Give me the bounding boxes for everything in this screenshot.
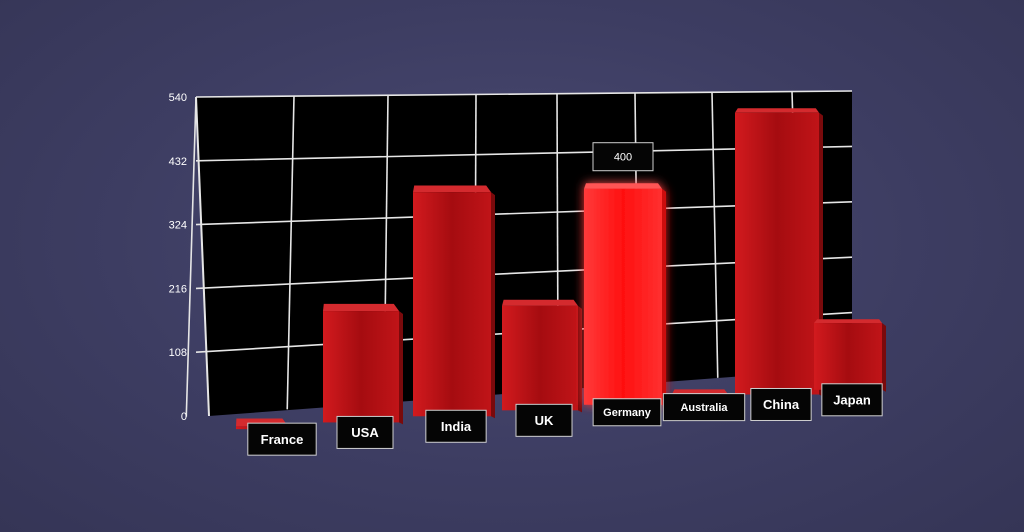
bar-side-face [578,305,582,413]
bar-usa [323,303,403,425]
bar-germany [584,183,666,407]
category-label-text: Japan [833,392,871,407]
bar-side-face [399,311,403,425]
grid-line-h [195,90,853,98]
category-label-usa: USA [336,415,394,449]
bar-front-face [502,305,578,411]
bar-side-face [491,192,495,419]
category-label-japan: Japan [821,383,883,417]
bar-uk [502,299,582,413]
bar-top-face [735,108,819,113]
bar-top-face [672,389,728,395]
y-tick-label: 0 [181,411,187,423]
bars [236,108,886,432]
category-label-france: France [247,422,317,456]
bar-top-face [814,319,882,324]
category-label-text: Australia [680,402,728,414]
category-label-australia: Australia [662,393,746,422]
bar-top-face [584,183,662,189]
category-label-box [662,393,746,422]
category-label-text: France [261,432,304,447]
bar-side-face [882,323,886,392]
data-label-box [592,142,654,172]
category-labels: France USA India UK Germany Australia China Jap… [247,383,883,456]
category-label-box [750,387,812,421]
bar-front-face [413,192,491,417]
grid-line-v [711,92,719,378]
y-axis-ticks: 0 108 216 324 432 540 [169,92,187,423]
data-label-text: 400 [614,152,632,164]
bar-top-face [502,299,578,306]
y-tick-label: 108 [169,347,187,359]
category-label-text: UK [535,413,554,428]
bar-front-face [735,112,819,395]
bar-front-face [584,188,662,405]
y-tick-label: 432 [169,156,187,168]
y-axis-line [195,96,210,417]
grid-line-v [185,96,197,417]
bar-top-face [323,303,399,312]
category-label-text: China [763,397,800,412]
y-tick-label: 216 [169,283,187,295]
category-label-box [821,383,883,417]
bar-side-face [662,188,666,407]
category-label-uk: UK [515,403,573,437]
data-label-germany: 400 [592,142,654,172]
bar-front-face [814,323,882,390]
category-label-box [425,409,487,443]
category-label-box [592,398,662,427]
bar-india [413,185,495,419]
grid-line-v [286,96,295,410]
category-label-india: India [425,409,487,443]
y-tick-label: 324 [169,220,187,232]
category-label-germany: Germany [592,398,662,427]
bar-front-face [323,311,399,423]
category-label-box [336,415,394,449]
category-label-text: USA [351,425,379,440]
data-labels: 400 [592,142,654,172]
bar-china [735,108,823,397]
bar-top-face [413,185,491,193]
category-label-text: India [441,419,472,434]
bar-japan [814,319,886,392]
category-label-box [247,422,317,456]
category-label-box [515,403,573,437]
category-label-text: Germany [603,407,652,419]
category-label-china: China [750,387,812,421]
y-tick-label: 540 [169,92,187,104]
